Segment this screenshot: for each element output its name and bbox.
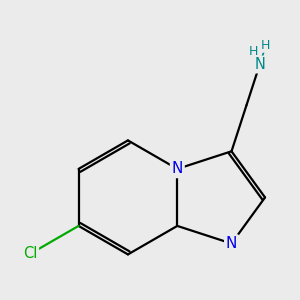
Text: H: H <box>261 39 271 52</box>
Text: N: N <box>172 161 183 176</box>
Text: H: H <box>248 45 258 58</box>
Text: N: N <box>254 57 265 72</box>
Text: N: N <box>226 236 237 251</box>
Text: Cl: Cl <box>23 246 38 261</box>
